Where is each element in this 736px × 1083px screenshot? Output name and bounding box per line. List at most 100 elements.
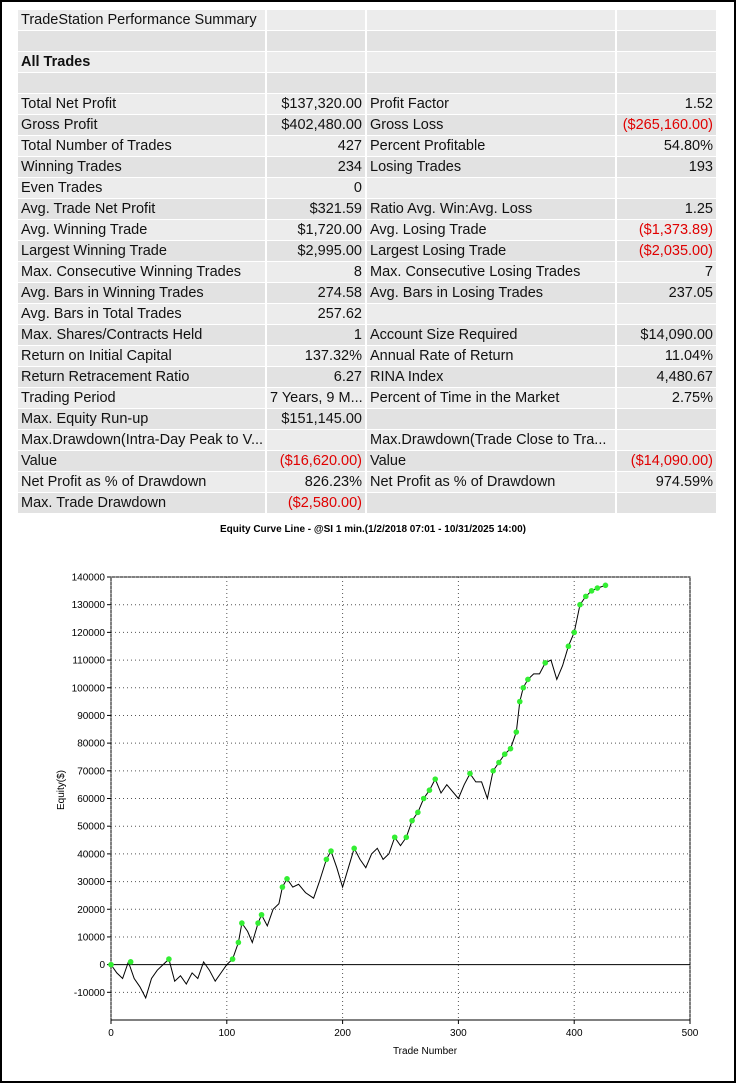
table-row: Trading Period 7 Years, 9 M... Percent of … <box>18 388 718 409</box>
marker <box>403 834 410 841</box>
label-cell: Percent of Time in the Market <box>367 388 617 409</box>
x-tick-label: 300 <box>450 1028 467 1039</box>
label-cell: Return Retracement Ratio <box>18 367 267 388</box>
empty-cell <box>367 52 617 73</box>
marker <box>409 817 415 824</box>
table-row: Gross Profit $402,480.00 Gross Loss ($265,1… <box>18 115 718 136</box>
label-cell: Net Profit as % of Drawdown <box>367 472 617 493</box>
value-cell: 237.05 <box>617 283 718 304</box>
label-cell: Gross Loss <box>367 115 617 136</box>
label-cell: Max. Shares/Contracts Held <box>18 325 267 346</box>
marker <box>582 593 589 600</box>
value-cell: 7 <box>617 262 718 283</box>
label-cell: Annual Rate of Return <box>367 346 617 367</box>
y-tick-label: 130000 <box>72 600 106 611</box>
y-tick-label: 100000 <box>72 683 106 694</box>
marker <box>166 956 172 962</box>
marker <box>501 751 508 757</box>
y-tick-label: 140000 <box>72 573 106 584</box>
label-cell <box>367 178 617 199</box>
label-cell: Account Size Required <box>367 325 617 346</box>
value-cell: 0 <box>267 178 367 199</box>
empty-cell <box>267 10 367 31</box>
empty-cell <box>267 31 367 52</box>
marker <box>513 729 520 735</box>
table-row: Even Trades 0 <box>18 178 718 199</box>
y-tick-label: 40000 <box>77 849 105 860</box>
table-row: Avg. Bars in Winning Trades 274.58 Avg. Ba… <box>18 283 718 304</box>
value-cell: 11.04% <box>617 346 718 367</box>
y-tick-label: 10000 <box>77 932 105 943</box>
label-cell: Even Trades <box>18 178 267 199</box>
value-cell: 257.62 <box>267 304 367 325</box>
table-row: Total Number of Trades 427 Percent Profita… <box>18 136 718 157</box>
table-row: Value ($16,620.00) Value ($14,090.00) <box>18 451 718 472</box>
marker <box>432 776 439 782</box>
value-cell: $321.59 <box>267 199 367 220</box>
marker <box>507 745 514 752</box>
value-cell: 4,480.67 <box>617 367 718 388</box>
x-tick-label: 400 <box>566 1028 583 1039</box>
marker <box>323 856 330 863</box>
empty-cell <box>617 31 718 52</box>
table-row: Max. Consecutive Winning Trades 8 Max. Con… <box>18 262 718 283</box>
marker <box>594 585 601 591</box>
empty-cell <box>367 10 617 31</box>
table-row: Winning Trades 234 Losing Trades 193 <box>18 157 718 178</box>
empty-cell <box>617 52 718 73</box>
x-tick-label: 500 <box>682 1028 699 1039</box>
marker <box>542 660 549 666</box>
label-cell: Largest Losing Trade <box>367 241 617 262</box>
header-cell: All Trades <box>18 52 267 73</box>
value-cell: 8 <box>267 262 367 283</box>
label-cell: RINA Index <box>367 367 617 388</box>
empty-cell <box>617 10 718 31</box>
table-row: Max. Shares/Contracts Held 1 Account Size … <box>18 325 718 346</box>
marker <box>577 601 583 608</box>
label-cell: Total Net Profit <box>18 94 267 115</box>
value-cell: $1,720.00 <box>267 220 367 241</box>
label-cell: Value <box>18 451 267 472</box>
marker <box>235 939 242 946</box>
empty-cell <box>18 73 267 94</box>
x-axis-label: Trade Number <box>393 1046 458 1057</box>
x-tick-label: 0 <box>108 1028 114 1039</box>
marker <box>351 845 357 852</box>
label-cell <box>367 409 617 430</box>
marker <box>516 698 523 705</box>
marker <box>229 956 236 962</box>
marker <box>490 768 496 774</box>
label-cell: Avg. Losing Trade <box>367 220 617 241</box>
label-cell <box>367 493 617 514</box>
label-cell <box>367 304 617 325</box>
table-row <box>18 73 718 94</box>
marker <box>588 588 595 594</box>
empty-cell <box>367 73 617 94</box>
table-row: TradeStation Performance Summary <box>18 10 718 31</box>
table-row: Max.Drawdown(Intra-Day Peak to V... Max.D… <box>18 430 718 451</box>
value-cell: 974.59% <box>617 472 718 493</box>
value-cell: $402,480.00 <box>267 115 367 136</box>
y-axis-label: Equity($) <box>56 770 67 810</box>
value-cell: 193 <box>617 157 718 178</box>
marker <box>602 582 609 589</box>
label-cell: Max. Equity Run-up <box>18 409 267 430</box>
label-cell: Avg. Bars in Winning Trades <box>18 283 267 304</box>
marker <box>426 787 433 793</box>
value-cell: 1 <box>267 325 367 346</box>
value-cell: $14,090.00 <box>617 325 718 346</box>
empty-cell <box>267 73 367 94</box>
table-row: Max. Equity Run-up $151,145.00 <box>18 409 718 430</box>
value-cell: 137.32% <box>267 346 367 367</box>
value-cell: 6.27 <box>267 367 367 388</box>
value-cell: $137,320.00 <box>267 94 367 115</box>
table-row: Avg. Winning Trade $1,720.00 Avg. Losing T… <box>18 220 718 241</box>
value-cell: 7 Years, 9 M... <box>267 388 367 409</box>
label-cell: Max.Drawdown(Trade Close to Tra... <box>367 430 617 451</box>
y-tick-label: 110000 <box>72 656 105 667</box>
x-tick-label: 200 <box>334 1028 351 1039</box>
marker <box>420 795 427 802</box>
y-tick-label: 20000 <box>77 905 105 916</box>
label-cell: Return on Initial Capital <box>18 346 267 367</box>
